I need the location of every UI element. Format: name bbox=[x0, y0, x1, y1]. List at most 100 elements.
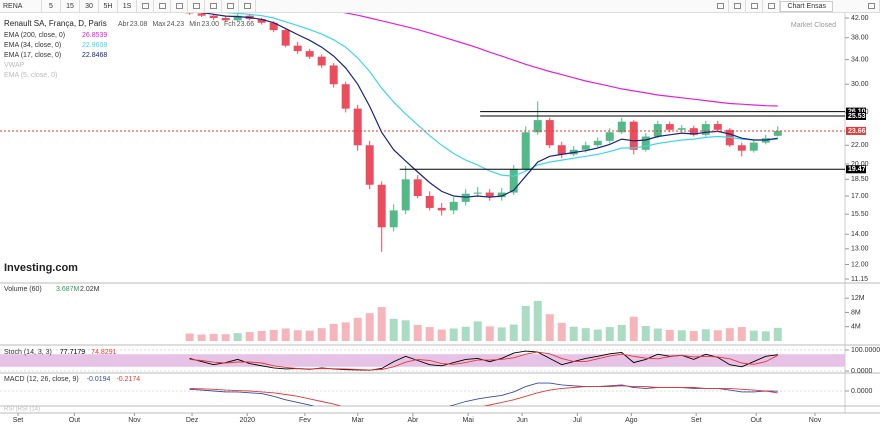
candle-body bbox=[545, 120, 554, 146]
stat-name: Fch bbox=[224, 21, 236, 28]
x-tick-label: Nov bbox=[809, 417, 822, 424]
ema-line bbox=[200, 13, 778, 198]
volume-bar bbox=[689, 331, 698, 341]
volume-bar bbox=[749, 330, 758, 341]
volume-bar bbox=[317, 328, 326, 341]
legend-name: EMA (34, close, 0) bbox=[4, 42, 61, 49]
volume-bar bbox=[233, 333, 242, 341]
candle-body bbox=[437, 207, 446, 211]
candle-body bbox=[641, 136, 650, 150]
load-button[interactable] bbox=[763, 0, 781, 12]
volume-bar bbox=[257, 331, 266, 341]
x-tick-label: Abr bbox=[407, 417, 419, 424]
save-button[interactable] bbox=[746, 0, 764, 12]
toolbar: RENA 5 15 30 5H 1S Chart Ensas bbox=[0, 0, 880, 13]
candle-body bbox=[425, 195, 434, 208]
y-tick-label: 0.0000 bbox=[851, 388, 873, 395]
watermark: Investing.com bbox=[4, 262, 78, 274]
pane bbox=[0, 349, 845, 372]
volume-bar bbox=[665, 329, 674, 341]
y-tick-label: 18.50 bbox=[851, 176, 869, 183]
candle-body bbox=[269, 22, 278, 31]
volume-bar bbox=[569, 326, 578, 341]
volume-bar bbox=[197, 334, 206, 341]
volume-bar bbox=[581, 328, 590, 341]
market-status: Market Closed bbox=[791, 22, 836, 29]
legend-value: 22.8468 bbox=[82, 52, 107, 59]
candle-body bbox=[497, 192, 506, 198]
volume-bar bbox=[713, 330, 722, 341]
snapshot-button[interactable] bbox=[712, 0, 730, 12]
candle-body bbox=[737, 145, 746, 151]
ema-line bbox=[224, 13, 778, 177]
volume-bar bbox=[185, 333, 194, 341]
candle-body bbox=[329, 65, 338, 85]
volume-bar bbox=[605, 327, 614, 341]
volume-bar bbox=[413, 324, 422, 341]
pane bbox=[185, 13, 782, 252]
x-tick-label: Jun bbox=[516, 417, 527, 424]
price-level-label: 25.53 bbox=[848, 113, 866, 120]
candle-body bbox=[365, 145, 374, 185]
volume-bar bbox=[773, 327, 782, 341]
volume-bar bbox=[701, 329, 710, 341]
indicator-button[interactable] bbox=[154, 0, 171, 12]
oscillator-line bbox=[189, 385, 778, 406]
price-level-tag bbox=[846, 126, 866, 135]
candle-body bbox=[557, 145, 566, 155]
chart-button[interactable]: Chart Ensas bbox=[780, 0, 833, 12]
x-tick-label: Mai bbox=[462, 417, 474, 424]
price-level-tag bbox=[846, 165, 866, 174]
x-tick-label: Jul bbox=[573, 417, 582, 424]
y-tick-label: 13.00 bbox=[851, 246, 869, 253]
undo-button[interactable] bbox=[222, 0, 239, 12]
y-tick-label: 4M bbox=[851, 324, 861, 331]
y-tick-label: 11.15 bbox=[851, 276, 868, 283]
volume-bar bbox=[329, 323, 338, 341]
compare-button[interactable] bbox=[171, 0, 188, 12]
price-level-label: 19.47 bbox=[848, 166, 866, 173]
volume-bar bbox=[245, 332, 254, 341]
candle-body bbox=[233, 15, 242, 21]
volume-bar bbox=[521, 306, 530, 341]
candle-body bbox=[605, 132, 614, 141]
volume-bar bbox=[341, 322, 350, 341]
x-tick-label: Ago bbox=[625, 417, 638, 424]
layout-button[interactable] bbox=[729, 0, 747, 12]
fullscreen-button[interactable] bbox=[863, 0, 880, 12]
volume-bar bbox=[449, 328, 458, 341]
interval[interactable]: 15 bbox=[61, 0, 80, 12]
x-tick-label: Nov bbox=[128, 417, 141, 424]
x-tick-label: Dez bbox=[186, 417, 199, 424]
y-tick-label: 22.00 bbox=[851, 142, 869, 149]
volume-bar bbox=[593, 329, 602, 341]
candle-body bbox=[629, 121, 638, 150]
candle-body bbox=[485, 192, 494, 198]
volume-last: 3.687M bbox=[56, 286, 80, 293]
volume-bar bbox=[281, 328, 290, 341]
candle-body bbox=[281, 30, 290, 46]
volume-bar bbox=[425, 327, 434, 341]
price-level-tag bbox=[846, 111, 866, 120]
settings-button[interactable] bbox=[188, 0, 205, 12]
symbol-input[interactable]: RENA bbox=[0, 0, 42, 12]
candle-body bbox=[305, 51, 314, 57]
candle-body bbox=[533, 120, 542, 133]
interval[interactable]: 5H bbox=[99, 0, 118, 12]
volume-bar bbox=[677, 330, 686, 341]
interval[interactable]: 1S bbox=[118, 0, 137, 12]
pane-title: Volume (60) bbox=[4, 286, 42, 293]
draw-button[interactable] bbox=[205, 0, 222, 12]
candle-type-button[interactable] bbox=[137, 0, 154, 12]
x-tick-label: Out bbox=[751, 417, 762, 424]
stat-value: 24.23 bbox=[167, 21, 185, 28]
oscillator-line bbox=[189, 351, 779, 371]
legend-value: 22.9608 bbox=[82, 42, 107, 49]
x-tick-label: Set bbox=[13, 417, 24, 424]
interval[interactable]: 5 bbox=[42, 0, 61, 12]
oscillator-line bbox=[189, 382, 778, 406]
redo-button[interactable] bbox=[239, 0, 256, 12]
interval[interactable]: 30 bbox=[80, 0, 99, 12]
volume-bar bbox=[437, 329, 446, 341]
volume-bar bbox=[533, 301, 542, 341]
